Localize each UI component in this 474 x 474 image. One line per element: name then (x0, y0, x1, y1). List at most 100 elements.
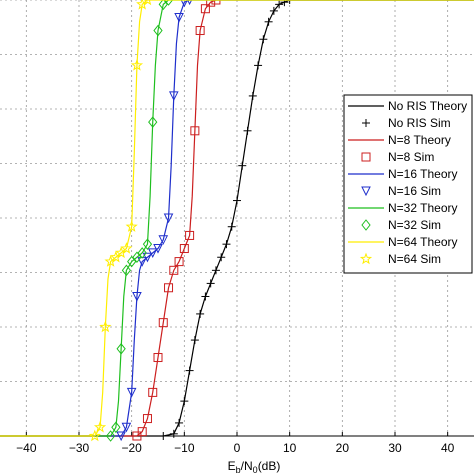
data-point (254, 61, 263, 70)
legend: No RIS Theory No RIS Sim N=8 Theory N=8 Sim… (343, 94, 473, 274)
data-point (248, 91, 257, 100)
data-point (180, 397, 189, 406)
data-point (168, 91, 179, 102)
series-n-8-sim (132, 0, 221, 441)
data-point (93, 420, 107, 433)
legend-entry: No RIS Theory (348, 99, 467, 113)
legend-label: N=32 Theory (388, 201, 458, 215)
data-point (120, 242, 133, 254)
data-point (243, 126, 252, 135)
data-point (148, 116, 158, 128)
data-point (163, 0, 174, 6)
data-point (147, 248, 158, 258)
data-point (190, 336, 199, 345)
data-point (275, 0, 284, 9)
data-point (111, 421, 121, 434)
x-tick-label: 30 (388, 441, 402, 455)
legend-entry: N=32 Sim (361, 218, 441, 232)
data-point (238, 161, 247, 170)
legend-swatch-marker (361, 186, 371, 197)
data-point (174, 12, 184, 23)
x-tick-label: −20 (121, 441, 142, 455)
series-n-64-theory (0, 0, 474, 437)
data-point (185, 366, 194, 375)
data-point (99, 320, 112, 333)
data-point (159, 432, 168, 440)
series-n-16-sim (116, 0, 193, 442)
data-point (158, 0, 168, 11)
legend-entry: N=8 Theory (348, 133, 451, 147)
legend-label: N=16 Sim (388, 184, 441, 198)
data-point (130, 58, 144, 71)
series-n-64-sim (88, 0, 152, 442)
data-point (142, 238, 153, 250)
data-point (105, 430, 116, 442)
data-point (195, 26, 205, 36)
data-point (211, 266, 220, 275)
x-tick-label: 40 (441, 441, 455, 455)
x-tick-label: −40 (16, 441, 37, 455)
data-point (285, 0, 294, 4)
data-point (217, 253, 226, 262)
legend-label: N=64 Theory (388, 235, 458, 249)
data-point (153, 24, 163, 37)
data-point (125, 220, 138, 232)
data-point (185, 230, 195, 240)
legend-entry: No RIS Sim (362, 116, 451, 130)
x-axis-label: Eb/N0(dB) (228, 459, 281, 474)
data-point (259, 35, 268, 44)
x-tick-label: −30 (69, 441, 90, 455)
legend-label: No RIS Theory (388, 99, 467, 113)
legend-label: N=8 Sim (388, 150, 434, 164)
data-point (227, 222, 236, 231)
data-point (137, 247, 147, 259)
data-point (201, 292, 210, 301)
series-n-32-sim (105, 0, 174, 442)
data-point (116, 342, 126, 355)
legend-label: N=64 Sim (388, 252, 441, 266)
data-point (158, 318, 168, 328)
x-tick-label: 0 (234, 441, 241, 455)
series-no-ris-sim (159, 0, 294, 440)
data-point (222, 240, 231, 249)
data-point (174, 257, 184, 267)
data-point (163, 213, 174, 224)
data-point (143, 0, 152, 6)
legend-entry: N=64 Sim (359, 252, 441, 266)
data-point (153, 244, 163, 254)
x-tick-label: −10 (174, 441, 195, 455)
data-point (264, 17, 273, 26)
legend-entry: N=16 Theory (348, 167, 458, 181)
data-point (169, 429, 178, 438)
legend-label: No RIS Sim (388, 116, 451, 130)
data-point (200, 4, 210, 14)
legend-swatch-marker (361, 219, 371, 231)
legend-swatch-marker (361, 152, 371, 162)
series-layer (0, 0, 474, 442)
data-point (116, 431, 126, 442)
legend-swatch-marker (362, 119, 370, 127)
data-point (179, 244, 189, 254)
data-point (206, 0, 216, 7)
legend-entry: N=64 Theory (348, 235, 458, 249)
data-point (206, 279, 215, 288)
data-point (169, 265, 179, 275)
legend-swatch-marker (359, 252, 373, 265)
data-point (190, 126, 200, 136)
data-point (132, 251, 142, 264)
data-point (142, 414, 152, 424)
legend-label: N=16 Theory (388, 167, 458, 181)
data-point (127, 255, 137, 268)
data-point (132, 291, 142, 302)
data-point (196, 309, 205, 318)
legend-label: N=8 Theory (388, 133, 451, 147)
series-line (0, 0, 474, 437)
data-point (126, 387, 137, 398)
data-point (280, 0, 289, 7)
data-point (88, 429, 101, 442)
legend-entry: N=32 Theory (348, 201, 458, 215)
data-point (164, 283, 174, 293)
data-point (153, 353, 163, 363)
data-point (137, 427, 147, 437)
data-point (121, 264, 132, 277)
